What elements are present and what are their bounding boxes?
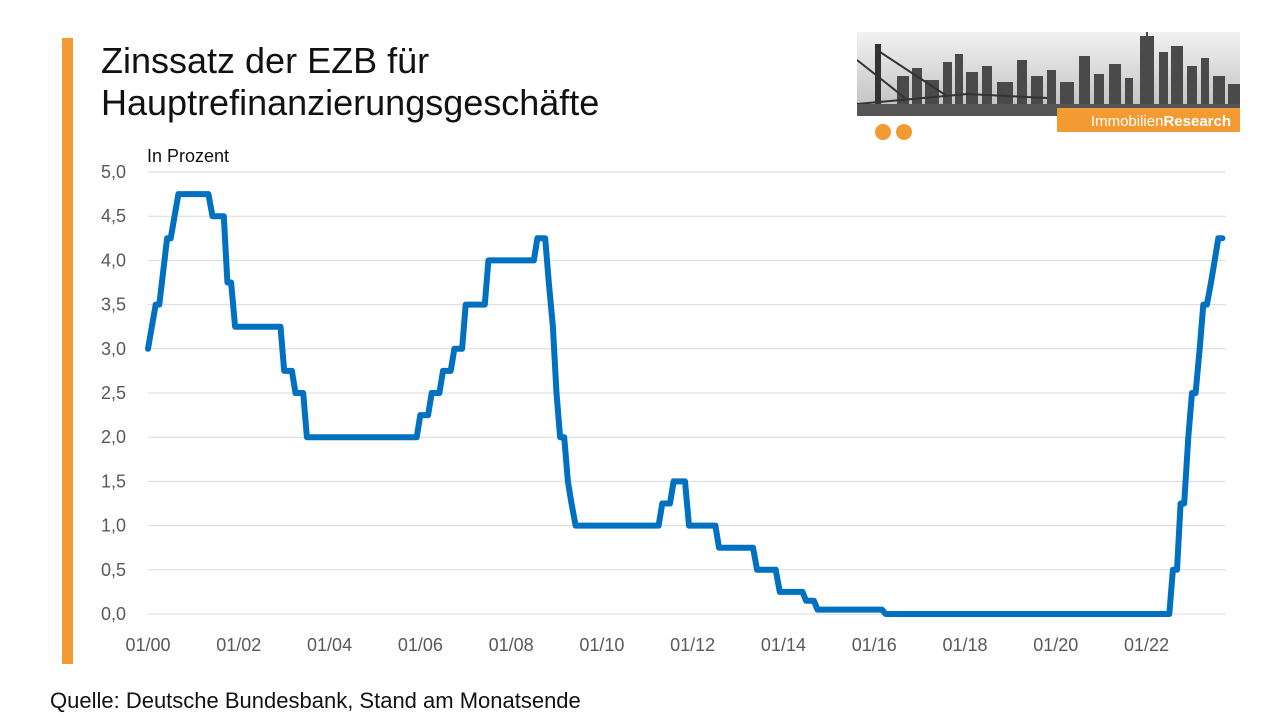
chart-title: Zinssatz der EZB für Hauptrefinanzierung…	[101, 40, 600, 123]
x-tick-label: 01/04	[307, 635, 352, 655]
x-tick-label: 01/20	[1033, 635, 1078, 655]
svg-text:ImmobilienResearch: ImmobilienResearch	[1091, 113, 1231, 130]
series-line-ezb-rate	[145, 191, 1226, 617]
y-tick-label: 4,5	[101, 206, 126, 226]
immobilien-research-logo: ImmobilienResearch	[857, 32, 1240, 140]
y-tick-label: 0,5	[101, 560, 126, 580]
x-tick-label: 01/14	[761, 635, 806, 655]
unit-label: In Prozent	[147, 146, 229, 166]
x-tick-label: 01/02	[216, 635, 261, 655]
x-tick-label: 01/12	[670, 635, 715, 655]
y-tick-label: 1,0	[101, 516, 126, 536]
y-tick-label: 2,0	[101, 427, 126, 447]
y-tick-label: 2,5	[101, 383, 126, 403]
y-tick-label: 4,0	[101, 250, 126, 270]
x-tick-label: 01/10	[579, 635, 624, 655]
x-tick-label: 01/18	[942, 635, 987, 655]
y-tick-label: 5,0	[101, 162, 126, 182]
y-tick-label: 1,5	[101, 471, 126, 491]
y-tick-label: 3,5	[101, 295, 126, 315]
accent-bar	[62, 38, 73, 664]
x-tick-label: 01/06	[398, 635, 443, 655]
source-note: Quelle: Deutsche Bundesbank, Stand am Mo…	[50, 688, 581, 713]
y-tick-label: 3,0	[101, 339, 126, 359]
x-tick-label: 01/16	[852, 635, 897, 655]
x-tick-label: 01/22	[1124, 635, 1169, 655]
x-tick-label: 01/08	[489, 635, 534, 655]
x-tick-label: 01/00	[125, 635, 170, 655]
y-tick-label: 0,0	[101, 604, 126, 624]
